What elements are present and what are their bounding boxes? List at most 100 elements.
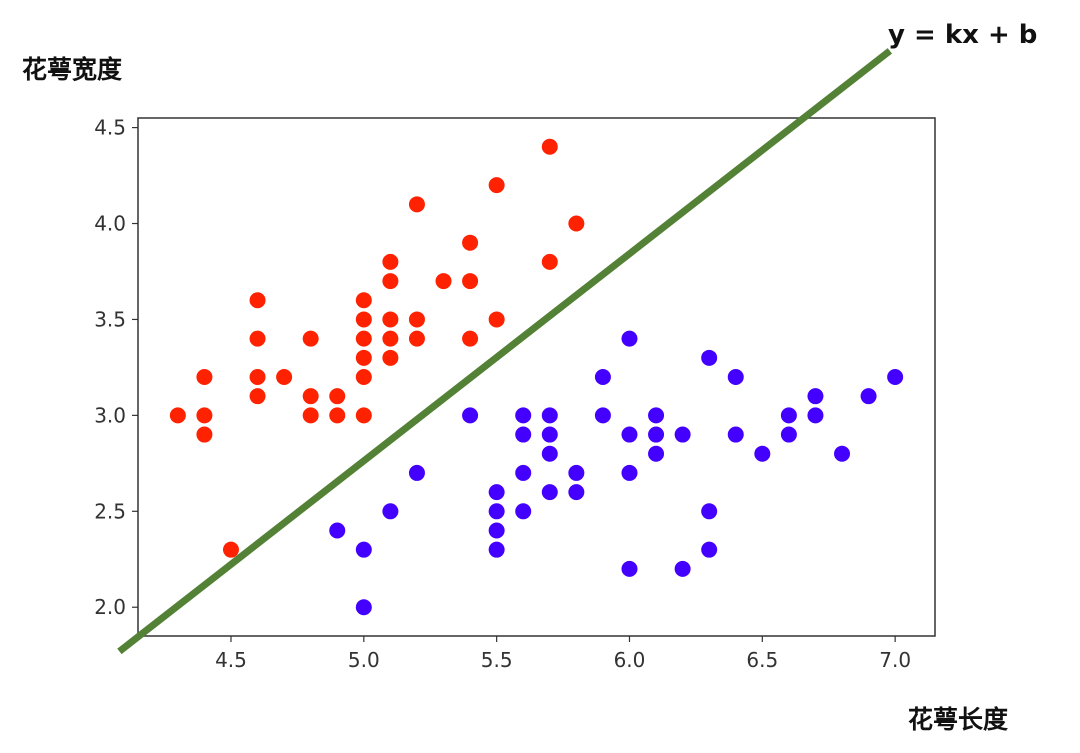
data-point (727, 369, 744, 385)
data-point (541, 484, 558, 501)
data-point (621, 330, 638, 347)
data-point (462, 330, 479, 347)
data-point (727, 426, 744, 443)
data-point (462, 273, 479, 290)
y-axis-label: 花萼宽度 (22, 55, 123, 84)
data-point (382, 349, 399, 366)
data-point (515, 464, 532, 481)
data-point (169, 407, 186, 424)
data-point (541, 253, 558, 270)
data-point (621, 426, 638, 443)
data-point (621, 464, 638, 481)
data-point (249, 388, 266, 405)
y-tick-label: 4.0 (94, 212, 126, 236)
data-point (754, 445, 771, 462)
x-tick-label: 6.0 (614, 648, 646, 672)
y-tick-label: 2.0 (94, 595, 126, 619)
data-point (329, 388, 346, 405)
data-point (355, 330, 372, 347)
data-point (648, 407, 665, 424)
data-point (807, 407, 824, 424)
x-tick-label: 6.5 (746, 648, 778, 672)
data-point (488, 311, 505, 328)
data-point (701, 541, 718, 558)
data-point (408, 196, 425, 213)
x-axis: 4.5 5.0 5.5 6.0 6.5 7.0 (215, 636, 911, 672)
y-tick-label: 3.5 (94, 307, 126, 331)
line-equation-label: y = kx + b (888, 20, 1038, 50)
data-point (302, 388, 319, 405)
data-point (594, 407, 611, 424)
data-point (329, 407, 346, 424)
data-point (408, 464, 425, 481)
data-point (701, 349, 718, 366)
y-axis: 2.0 2.5 3.0 3.5 4.0 4.5 (94, 116, 138, 619)
data-point (222, 541, 239, 558)
data-point (355, 541, 372, 558)
data-point (276, 369, 293, 385)
data-point (515, 426, 532, 443)
data-point (621, 560, 638, 577)
data-point (355, 407, 372, 424)
data-point (382, 253, 399, 270)
data-point (674, 426, 691, 443)
data-point (807, 388, 824, 405)
data-point (408, 330, 425, 347)
data-point (488, 503, 505, 520)
data-point (568, 464, 585, 481)
x-tick-label: 5.0 (348, 648, 380, 672)
x-tick-label: 7.0 (879, 648, 911, 672)
data-point (355, 599, 372, 616)
data-point (541, 445, 558, 462)
x-tick-label: 4.5 (215, 648, 247, 672)
data-point (488, 484, 505, 501)
data-point (435, 273, 452, 290)
data-point (648, 445, 665, 462)
x-axis-label: 花萼长度 (908, 705, 1009, 734)
data-point (488, 522, 505, 539)
data-point (302, 330, 319, 347)
data-point (249, 369, 266, 385)
data-point (488, 541, 505, 558)
decision-boundary-line (117, 48, 892, 655)
data-point (541, 138, 558, 155)
data-point (887, 369, 904, 385)
data-point (568, 215, 585, 232)
data-point (515, 503, 532, 520)
data-point (355, 369, 372, 385)
y-tick-label: 3.0 (94, 403, 126, 427)
data-point (196, 369, 213, 385)
data-point (780, 426, 797, 443)
y-tick-label: 4.5 (94, 116, 126, 140)
data-point (249, 292, 266, 309)
data-point (196, 426, 213, 443)
data-point (780, 407, 797, 424)
data-point (249, 330, 266, 347)
data-point (462, 407, 479, 424)
data-point (568, 484, 585, 501)
data-point (541, 426, 558, 443)
data-point (382, 273, 399, 290)
data-point (515, 407, 532, 424)
data-point (355, 311, 372, 328)
data-point (355, 292, 372, 309)
data-point (488, 177, 505, 194)
data-point (648, 426, 665, 443)
x-tick-label: 5.5 (481, 648, 513, 672)
data-points-layer (169, 138, 904, 616)
data-point (382, 330, 399, 347)
y-tick-label: 2.5 (94, 499, 126, 523)
data-point (355, 349, 372, 366)
data-point (860, 388, 877, 405)
data-point (382, 311, 399, 328)
data-point (408, 311, 425, 328)
data-point (701, 503, 718, 520)
data-point (302, 407, 319, 424)
data-point (594, 369, 611, 385)
data-point (674, 560, 691, 577)
data-point (382, 503, 399, 520)
data-point (834, 445, 851, 462)
data-point (196, 407, 213, 424)
plot-frame (137, 117, 936, 637)
